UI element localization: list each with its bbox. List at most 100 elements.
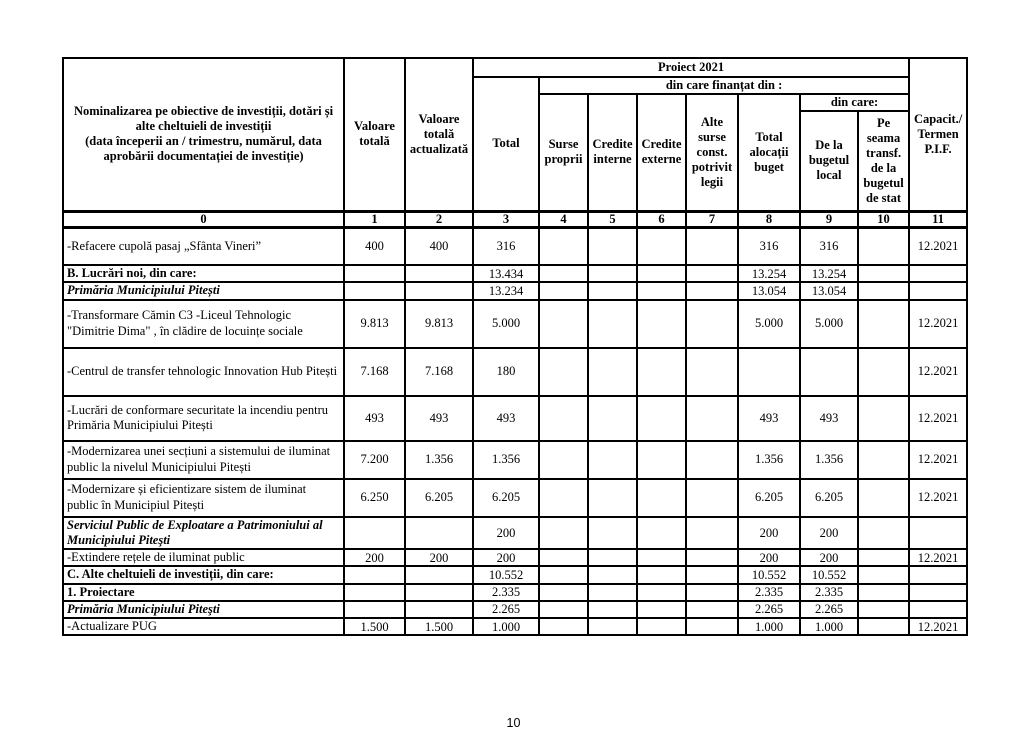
header-row-buget-detail: De la bugetul local Pe seama transf. de … xyxy=(63,110,967,212)
header-valoare-actualizata: Valoare totală actualizată xyxy=(404,57,474,212)
value-cell: 5.000 xyxy=(737,298,801,349)
value-cell xyxy=(856,226,911,267)
header-valoare-totala: Valoare totală xyxy=(343,57,406,212)
header-total: Total xyxy=(472,76,540,212)
value-cell: 200 xyxy=(737,548,801,568)
value-cell xyxy=(587,477,638,518)
table-row: -Centrul de transfer tehnologic Innovati… xyxy=(62,346,969,397)
value-cell: 5.000 xyxy=(799,298,859,349)
value-cell: 1.500 xyxy=(404,617,474,637)
table-row: -Actualizare PUG 1.500 1.500 1.000 1.000 1.00… xyxy=(62,617,969,637)
value-cell: 12.2021 xyxy=(908,548,969,568)
value-cell: 6.250 xyxy=(343,477,406,518)
value-cell xyxy=(799,346,859,397)
value-cell: 493 xyxy=(404,394,474,442)
column-number: 0 xyxy=(62,209,345,229)
column-number: 5 xyxy=(587,209,638,229)
value-cell xyxy=(587,298,638,349)
value-cell: 2.335 xyxy=(472,582,540,602)
value-cell xyxy=(856,599,911,620)
value-cell xyxy=(856,582,911,602)
table-row: Primăria Municipiului Piteşti 2.265 2.265 2… xyxy=(62,599,969,620)
value-cell xyxy=(856,565,911,585)
value-cell: 400 xyxy=(404,226,474,267)
header-row-din-care-finantat: Total din care finanțat din : xyxy=(63,76,967,212)
table-row: B. Lucrări noi, din care: 13.434 13.254 13.… xyxy=(62,264,969,284)
value-cell xyxy=(685,346,739,397)
value-cell xyxy=(587,439,638,480)
value-cell xyxy=(343,582,406,602)
value-cell: 200 xyxy=(343,548,406,568)
value-cell: 12.2021 xyxy=(908,346,969,397)
value-cell: 13.434 xyxy=(472,264,540,284)
header-alte-surse: Alte surse const. potrivit legii xyxy=(685,93,739,212)
value-cell xyxy=(587,264,638,284)
value-cell xyxy=(856,346,911,397)
value-cell: 6.205 xyxy=(472,477,540,518)
value-cell: 200 xyxy=(799,548,859,568)
value-cell: 493 xyxy=(737,394,801,442)
row-label: -Modernizarea unei secțiuni a sistemului… xyxy=(62,439,345,480)
row-label: Serviciul Public de Exploatare a Patrimo… xyxy=(62,515,345,551)
value-cell: 2.265 xyxy=(472,599,540,620)
value-cell xyxy=(908,515,969,551)
value-cell xyxy=(685,439,739,480)
value-cell: 6.205 xyxy=(737,477,801,518)
value-cell: 12.2021 xyxy=(908,617,969,637)
value-cell: 2.335 xyxy=(799,582,859,602)
value-cell xyxy=(636,264,687,284)
column-number: 9 xyxy=(799,209,859,229)
table-row: -Modernizarea unei secțiuni a sistemului… xyxy=(62,439,969,480)
row-label: -Refacere cupolă pasaj „Sfânta Vineri” xyxy=(62,226,345,267)
value-cell: 13.254 xyxy=(799,264,859,284)
table-header: Nominalizarea pe obiective de investiții… xyxy=(62,57,969,229)
value-cell: 10.552 xyxy=(737,565,801,585)
row-label: B. Lucrări noi, din care: xyxy=(62,264,345,284)
value-cell xyxy=(908,582,969,602)
column-number: 2 xyxy=(404,209,474,229)
value-cell: 1.356 xyxy=(404,439,474,480)
row-label: -Transformare Cămin C3 -Liceul Tehnologi… xyxy=(62,298,345,349)
column-number: 3 xyxy=(472,209,540,229)
value-cell xyxy=(636,582,687,602)
value-cell: 12.2021 xyxy=(908,439,969,480)
column-number: 1 xyxy=(343,209,406,229)
value-cell: 200 xyxy=(799,515,859,551)
table-row: -Extindere rețele de iluminat public 200 2… xyxy=(62,548,969,568)
header-nominalizarea: Nominalizarea pe obiective de investiții… xyxy=(62,57,345,212)
value-cell: 200 xyxy=(737,515,801,551)
value-cell xyxy=(538,226,589,267)
value-cell xyxy=(685,582,739,602)
value-cell xyxy=(685,477,739,518)
value-cell: 10.552 xyxy=(799,565,859,585)
value-cell: 13.054 xyxy=(737,281,801,301)
value-cell: 7.200 xyxy=(343,439,406,480)
value-cell xyxy=(538,439,589,480)
value-cell: 13.254 xyxy=(737,264,801,284)
value-cell xyxy=(343,599,406,620)
value-cell: 1.000 xyxy=(737,617,801,637)
value-cell: 200 xyxy=(404,548,474,568)
value-cell: 12.2021 xyxy=(908,477,969,518)
value-cell: 12.2021 xyxy=(908,298,969,349)
value-cell: 13.054 xyxy=(799,281,859,301)
header-pe-seama-transf: Pe seama transf. de la bugetul de stat xyxy=(856,110,911,212)
value-cell: 493 xyxy=(343,394,406,442)
header-proiect-2021: Proiect 2021 xyxy=(471,57,911,78)
value-cell xyxy=(538,264,589,284)
value-cell xyxy=(587,565,638,585)
column-number: 8 xyxy=(737,209,801,229)
value-cell xyxy=(636,226,687,267)
value-cell: 316 xyxy=(799,226,859,267)
value-cell xyxy=(538,599,589,620)
value-cell xyxy=(856,617,911,637)
value-cell: 2.265 xyxy=(799,599,859,620)
value-cell xyxy=(636,515,687,551)
value-cell: 12.2021 xyxy=(908,226,969,267)
value-cell: 316 xyxy=(472,226,540,267)
value-cell xyxy=(685,515,739,551)
header-de-la-bugetul-local: De la bugetul local xyxy=(799,110,859,212)
value-cell: 9.813 xyxy=(404,298,474,349)
value-cell xyxy=(856,281,911,301)
value-cell: 316 xyxy=(737,226,801,267)
